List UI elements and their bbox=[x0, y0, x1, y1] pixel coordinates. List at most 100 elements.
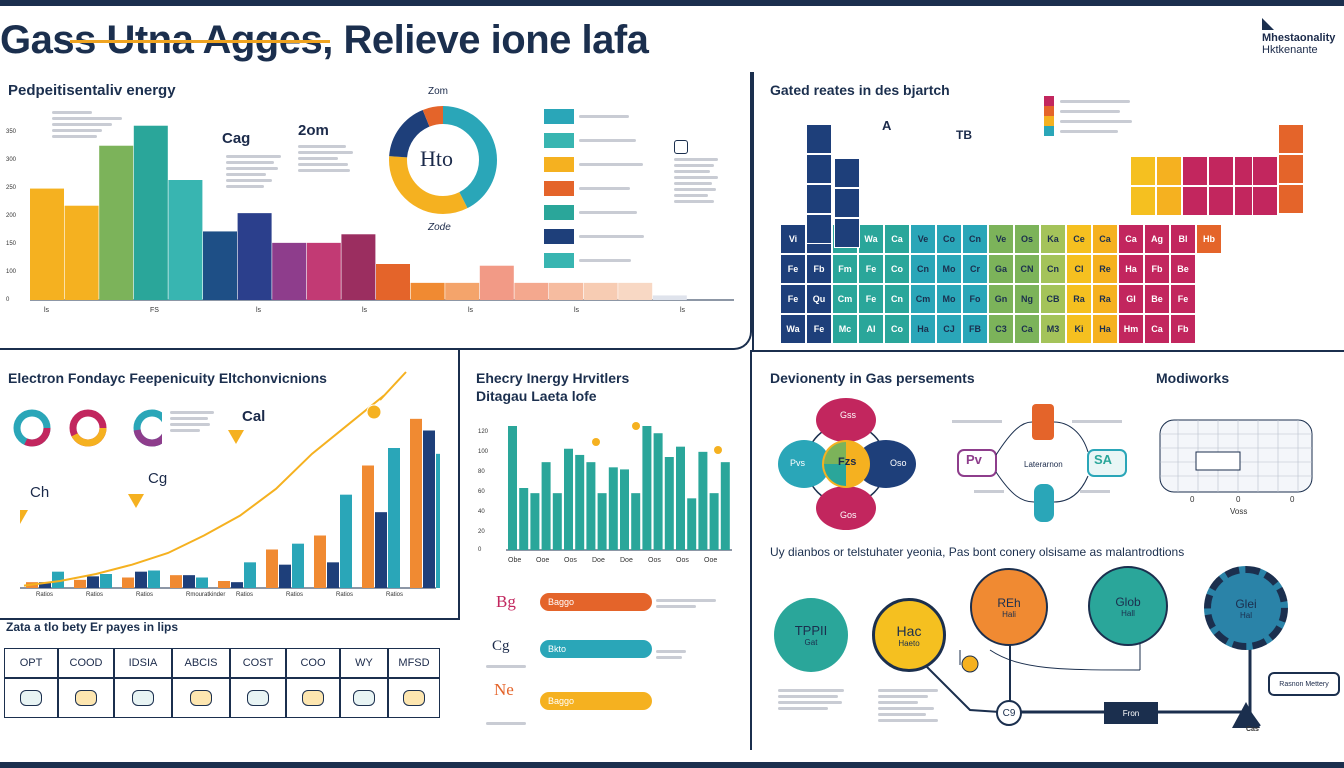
process-callout: Rasnon Mettery bbox=[1268, 672, 1340, 696]
ptable-cell: Be bbox=[1170, 254, 1196, 284]
ptable-cell bbox=[834, 158, 860, 188]
process-circle-3-sub: Hali bbox=[1002, 609, 1016, 619]
legend-line bbox=[579, 211, 637, 214]
ptable-cell: Hm bbox=[1118, 314, 1144, 344]
process-circle-5: Glei Hal bbox=[1204, 566, 1288, 650]
electron-bar bbox=[231, 582, 243, 588]
network-title: Modiworks bbox=[1156, 370, 1230, 386]
electron-bar bbox=[135, 571, 147, 588]
dist-panel-border bbox=[460, 350, 752, 750]
legend-line bbox=[579, 139, 636, 142]
electron-trend-marker bbox=[366, 404, 382, 420]
label-cag: Cag bbox=[222, 130, 251, 147]
electron-label-cal: Cal bbox=[242, 408, 266, 425]
electron-bar bbox=[196, 577, 208, 588]
ptable-label-a: A bbox=[882, 118, 892, 133]
ptable-cell: Ca bbox=[884, 224, 910, 254]
ptable-cell: GI bbox=[1118, 284, 1144, 314]
legend-note-block bbox=[674, 140, 734, 206]
electron-label-cg: Cg bbox=[148, 470, 168, 487]
venn-diagram bbox=[778, 398, 916, 530]
dist-bar bbox=[552, 493, 562, 550]
zom-note-block bbox=[298, 142, 358, 175]
energy-bar bbox=[514, 282, 549, 300]
corner-logo: Mhestaonality Hktkenante bbox=[1262, 18, 1342, 56]
process-note-2 bbox=[878, 686, 948, 725]
energy-y-tick: 200 bbox=[6, 213, 17, 219]
ptable-cell bbox=[1208, 156, 1234, 186]
electron-bar bbox=[148, 570, 160, 588]
ptable-cell: Gn bbox=[988, 284, 1014, 314]
table-cell-icon bbox=[75, 690, 97, 706]
electron-bar bbox=[362, 465, 374, 588]
donut-top-label: Zom bbox=[428, 86, 448, 97]
ptable-cell: Wa bbox=[780, 314, 806, 344]
dist-marker-icon bbox=[714, 446, 722, 454]
legend-swatch bbox=[544, 181, 574, 196]
energy-bar bbox=[237, 213, 272, 300]
electron-bar bbox=[375, 512, 387, 588]
venn-panel-border bbox=[752, 350, 1344, 540]
dist-x-tick: Oos bbox=[648, 557, 661, 564]
electron-triangle-icon bbox=[20, 510, 28, 524]
electron-title: Electron Fondayc Feepenicuity Eltchonvic… bbox=[8, 370, 327, 386]
table-header-cell: COO bbox=[286, 648, 340, 678]
ptable-cell: Fe bbox=[1170, 284, 1196, 314]
dist-x-tick: Ooe bbox=[536, 557, 549, 564]
energy-y-tick: 350 bbox=[6, 129, 17, 135]
dist-y-tick: 120 bbox=[478, 429, 489, 435]
electron-bar bbox=[388, 448, 400, 588]
dist-left-notes bbox=[486, 662, 530, 728]
dist-bar bbox=[664, 457, 674, 550]
process-connectors bbox=[909, 620, 1261, 728]
dist-bar bbox=[608, 467, 618, 550]
energy-x-tick: ls bbox=[362, 307, 368, 314]
flow-left-box: Pv bbox=[966, 452, 982, 467]
electron-bar bbox=[87, 576, 99, 588]
electron-x-tick: Ratios bbox=[136, 592, 153, 596]
table-header-cell: ABCIS bbox=[172, 648, 230, 678]
ptable-cell bbox=[806, 214, 832, 244]
dist-pill-1: Baggo bbox=[540, 593, 652, 611]
electron-bar bbox=[218, 581, 230, 588]
ptable-cell: Mo bbox=[936, 284, 962, 314]
table-header-cell: COST bbox=[230, 648, 286, 678]
ptable-cell: Ha bbox=[1092, 314, 1118, 344]
ptable-cell: Co bbox=[884, 254, 910, 284]
dist-bar bbox=[642, 426, 652, 550]
ptable-cell: Ca bbox=[1118, 224, 1144, 254]
electron-bar bbox=[436, 453, 440, 588]
energy-bar bbox=[30, 188, 64, 300]
ptable-cell: Re bbox=[1092, 254, 1118, 284]
energy-y-tick: 150 bbox=[6, 241, 17, 247]
legend-line bbox=[579, 163, 643, 166]
ptable-cell bbox=[1252, 186, 1278, 216]
energy-bar bbox=[445, 282, 480, 300]
ptable-cell: Fe bbox=[780, 254, 806, 284]
process-circle-2-sub: Haeto bbox=[898, 638, 920, 648]
table-cell-icon bbox=[247, 690, 269, 706]
ptable-cell: CB bbox=[1040, 284, 1066, 314]
ptable-cell: CN bbox=[1014, 254, 1040, 284]
energy-bar bbox=[618, 282, 653, 300]
dist-bar bbox=[676, 446, 685, 550]
electron-bar bbox=[52, 571, 64, 588]
table-panel-border bbox=[0, 618, 460, 750]
table-header-cell: OPT bbox=[4, 648, 58, 678]
ptable-cell bbox=[834, 218, 860, 248]
electron-bar bbox=[340, 494, 352, 588]
network-axis-right: 0 bbox=[1290, 495, 1295, 504]
logo-line-1: Mhestaonality bbox=[1262, 32, 1336, 44]
table-body-cell bbox=[4, 678, 58, 718]
energy-bar bbox=[479, 265, 514, 300]
process-circle-1-label: TPPII bbox=[794, 623, 828, 638]
ptable-cell bbox=[1252, 156, 1278, 186]
energy-x-tick: ls bbox=[256, 307, 262, 314]
dist-bar bbox=[687, 498, 697, 550]
legend-swatch bbox=[544, 253, 574, 268]
electron-x-tick: Ratios bbox=[386, 592, 403, 596]
dist-x-tick: Oos bbox=[564, 557, 577, 564]
ptable-cell: Cn bbox=[1040, 254, 1066, 284]
ptable-cell: Cm bbox=[910, 284, 936, 314]
legend-item bbox=[544, 252, 654, 269]
